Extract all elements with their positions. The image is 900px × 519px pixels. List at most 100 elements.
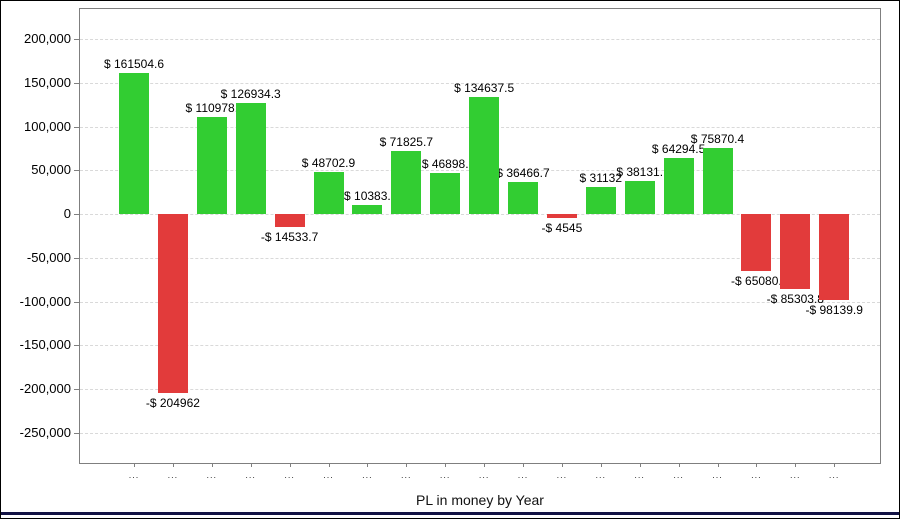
x-axis-tick	[484, 464, 486, 467]
y-axis-tick	[74, 388, 79, 390]
y-axis-tick-label: -250,000	[19, 424, 71, 440]
x-axis-tick	[795, 464, 797, 467]
bar	[196, 117, 227, 215]
bar	[274, 214, 305, 227]
bar	[391, 151, 422, 215]
bar-value-label: -$ 65080.	[731, 274, 782, 288]
y-axis-tick-label: 200,000	[24, 31, 71, 47]
x-axis-tick	[561, 464, 563, 467]
x-axis-tick-label: ...	[517, 470, 529, 480]
x-axis-tick	[250, 464, 252, 467]
x-axis-tick	[328, 464, 330, 467]
bar-value-label: $ 46898.	[421, 157, 469, 172]
bar-value-label: $ 75870.4	[690, 131, 745, 146]
bar	[741, 214, 772, 271]
y-axis-tick	[74, 432, 79, 434]
y-axis-tick	[74, 83, 79, 85]
x-axis-tick-label: ...	[167, 470, 179, 480]
bar-value-label: -$ 14533.7	[260, 229, 319, 244]
x-axis-tick-label: ...	[323, 470, 334, 480]
gridline	[80, 214, 880, 216]
bar-value-label: $ 10383.	[344, 189, 391, 204]
bar-value-label: $ 110978.	[185, 101, 239, 116]
x-axis-tick	[289, 464, 291, 467]
x-axis-tick-label: ...	[362, 470, 373, 480]
gridline	[80, 39, 880, 41]
x-axis-tick-label: ...	[128, 470, 140, 480]
x-axis-tick	[172, 464, 174, 467]
bar	[352, 205, 383, 215]
bar-value-label: -$ 98139.9	[805, 302, 863, 317]
bar	[780, 214, 811, 289]
bar	[663, 157, 694, 215]
y-axis-tick	[74, 301, 79, 303]
x-axis-tick	[834, 464, 836, 467]
y-axis-tick	[74, 39, 79, 41]
y-axis-tick-label: -150,000	[19, 337, 71, 353]
y-axis-tick	[74, 126, 79, 128]
y-axis-tick-label: -100,000	[19, 293, 71, 309]
bar	[585, 186, 616, 215]
y-axis-tick	[74, 214, 79, 216]
x-axis-tick	[445, 464, 447, 467]
x-axis-tick-label: ...	[439, 470, 451, 480]
y-axis-tick-label: -50,000	[26, 249, 71, 265]
bar-value-label: $ 36466.7	[496, 166, 550, 181]
x-axis-tick	[367, 464, 369, 467]
bar-value-label: $ 126934.3	[220, 87, 281, 102]
bar-value-label: $ 38131.	[616, 164, 664, 179]
bar-value-label: $ 48702.9	[301, 155, 356, 170]
bar	[546, 214, 577, 219]
x-axis-tick-label: ...	[595, 470, 607, 480]
gridline	[80, 345, 880, 347]
bar	[235, 103, 266, 215]
bar-value-label: $ 64294.5	[651, 141, 706, 156]
x-axis-tick	[639, 464, 641, 467]
y-axis-tick-label: 100,000	[24, 118, 71, 134]
x-axis-tick-label: ...	[556, 470, 568, 480]
bottom-divider	[1, 512, 899, 515]
chart-title: PL in money by Year	[416, 492, 544, 508]
gridline	[80, 388, 880, 390]
x-axis-tick-label: ...	[634, 470, 645, 480]
bar	[157, 214, 188, 394]
bar	[508, 182, 538, 215]
bar-value-label: $ 134637.5	[454, 80, 515, 95]
x-axis-tick-label: ...	[478, 470, 490, 480]
bar-value-label: -$ 4545	[541, 221, 583, 236]
x-axis-tick	[756, 464, 758, 467]
x-axis-tick	[211, 464, 213, 467]
x-axis-tick-label: ...	[401, 470, 412, 480]
bar-value-label: $ 31132	[579, 170, 623, 185]
bar-value-label: $ 71825.7	[379, 135, 433, 150]
x-axis-tick-label: ...	[206, 470, 218, 480]
x-axis-tick	[678, 464, 680, 467]
bar-value-label: -$ 204962	[145, 396, 200, 411]
bar	[819, 214, 850, 300]
bar	[624, 180, 655, 215]
x-axis-tick	[717, 464, 719, 467]
x-axis-tick	[134, 464, 135, 467]
x-axis-tick-label: ...	[828, 470, 840, 480]
gridline	[80, 432, 880, 434]
gridline	[80, 257, 880, 259]
bar	[702, 147, 733, 215]
x-axis-tick-label: ...	[751, 470, 762, 480]
gridline	[80, 301, 880, 303]
x-axis-tick-label: ...	[284, 470, 295, 480]
x-axis-tick	[523, 464, 524, 467]
x-axis-tick	[406, 464, 408, 467]
y-axis-tick-label: -200,000	[19, 380, 71, 396]
x-axis-tick-label: ...	[245, 470, 256, 480]
y-axis-tick	[74, 345, 79, 347]
bar	[430, 173, 461, 215]
y-axis-tick-label: 0	[63, 206, 71, 222]
bar-value-label: -$ 85303.8	[766, 291, 824, 306]
bar-value-label: $ 161504.6	[103, 57, 165, 72]
x-axis-tick-label: ...	[673, 470, 684, 480]
bar	[469, 96, 500, 215]
y-axis-tick	[74, 170, 79, 172]
gridline	[80, 83, 880, 85]
y-axis-tick-label: 50,000	[31, 162, 71, 178]
